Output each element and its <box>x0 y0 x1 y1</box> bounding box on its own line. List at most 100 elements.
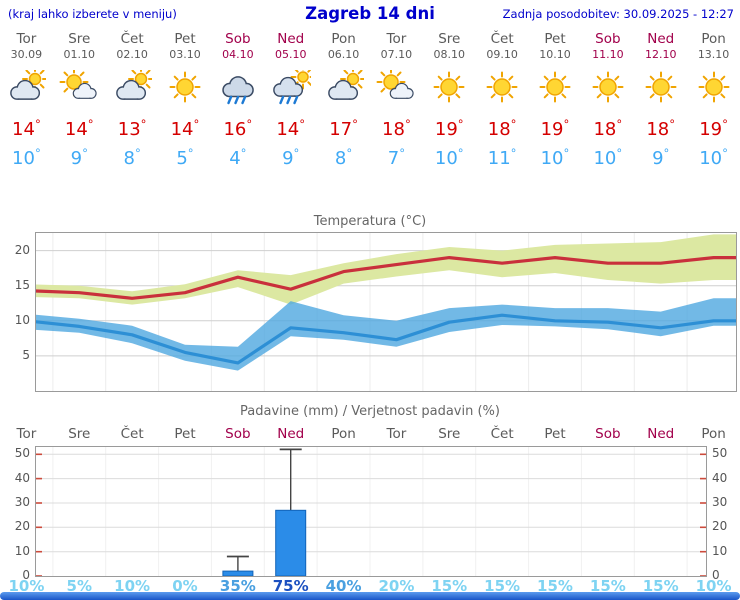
day-max-temp: 18° <box>382 117 411 140</box>
degree-symbol: ° <box>240 146 247 160</box>
forecast-day-column: Ned 05.10 14° 9° <box>264 31 317 169</box>
precipitation-probability: 0% <box>172 577 198 595</box>
forecast-day-column: Sre 01.10 14° 9° <box>53 31 106 169</box>
temp-y-axis-label: 5 <box>22 347 30 362</box>
temp-y-axis-label: 15 <box>14 277 30 292</box>
degree-symbol: ° <box>246 117 253 131</box>
precipitation-probability: 35% <box>219 577 256 595</box>
day-max-temp: 14° <box>64 117 94 140</box>
day-date: 02.10 <box>116 48 148 61</box>
day-name: Sre <box>438 31 461 47</box>
day-max-temp: 19° <box>540 117 570 140</box>
precipitation-chart-title: Padavine (mm) / Verjetnost padavin (%) <box>240 404 500 419</box>
degree-symbol: ° <box>722 117 728 131</box>
precip-y-axis-label-right: 40 <box>712 470 728 485</box>
day-date: 07.10 <box>380 48 413 61</box>
sun-icon <box>159 62 212 110</box>
day-date: 30.09 <box>10 48 43 61</box>
precipitation-probability: 15% <box>484 577 521 595</box>
bottom-scrollbar[interactable] <box>0 592 740 600</box>
degree-symbol: ° <box>346 146 353 160</box>
degree-symbol: ° <box>34 146 41 160</box>
precip-y-axis-label-left: 20 <box>14 519 30 534</box>
forecast-day-column: Čet 09.10 18° 11° <box>476 31 529 169</box>
precip-day-label: Pon <box>701 426 726 442</box>
page-header: (kraj lahko izberete v meniju) Zagreb 14… <box>0 4 740 26</box>
day-name: Ned <box>647 31 675 47</box>
day-name: Pet <box>174 31 196 47</box>
precipitation-day-labels: Tor Sre Čet Pet Sob Ned Pon Tor Sre Čet Pet Sob Ned P… <box>0 426 740 442</box>
day-min-temp: 4° <box>229 146 247 169</box>
precip-day-label: Pet <box>174 426 196 442</box>
forecast-day-column: Tor 30.09 14° 10° <box>0 31 53 169</box>
precip-y-axis-label-right: 50 <box>712 446 728 461</box>
day-min-temp: 7° <box>387 146 406 169</box>
precip-day-label: Sre <box>438 426 461 442</box>
day-min-temp: 5° <box>176 146 194 169</box>
temp-y-axis-label: 20 <box>14 242 30 257</box>
day-max-temp: 14° <box>276 117 306 140</box>
page-title: Zagreb 14 dni <box>305 4 435 23</box>
day-min-temp: 10° <box>540 146 570 169</box>
day-min-temp: 8° <box>123 146 141 169</box>
forecast-day-column: Pet 10.10 19° 10° <box>529 31 582 169</box>
degree-symbol: ° <box>293 146 300 160</box>
day-max-temp: 18° <box>646 117 676 140</box>
day-name: Tor <box>386 31 407 47</box>
degree-symbol: ° <box>563 117 570 131</box>
degree-symbol: ° <box>134 146 141 160</box>
rain-icon <box>211 62 264 110</box>
precip-y-axis-label-right: 10 <box>712 543 728 558</box>
sun-cloud-icon <box>370 62 423 110</box>
menu-hint: (kraj lahko izberete v meniju) <box>8 7 177 21</box>
day-max-temp: 19° <box>434 117 464 140</box>
degree-symbol: ° <box>510 146 517 160</box>
degree-symbol: ° <box>140 117 147 131</box>
precipitation-probability: 15% <box>431 577 468 595</box>
day-max-temp: 16° <box>223 117 253 140</box>
forecast-day-column: Tor 07.10 18° 7° <box>370 31 423 169</box>
cloud-sun-icon <box>0 62 53 110</box>
precip-day-label: Ned <box>647 426 675 442</box>
precip-y-axis-label-left: 10 <box>14 543 30 558</box>
precipitation-probability: 10% <box>114 577 151 595</box>
day-date: 08.10 <box>433 48 466 61</box>
temp-y-axis-label: 10 <box>14 312 30 327</box>
forecast-day-column: Pon 06.10 17° 8° <box>317 31 370 169</box>
degree-symbol: ° <box>193 117 200 131</box>
precip-day-label: Sob <box>595 426 621 442</box>
day-min-temp: 10° <box>434 146 464 169</box>
day-name: Tor <box>16 31 37 47</box>
forecast-day-column: Pet 03.10 14° 5° <box>159 31 212 169</box>
day-max-temp: 13° <box>117 117 147 140</box>
sun-cloud-icon <box>53 62 106 110</box>
forecast-day-column: Čet 02.10 13° 8° <box>106 31 159 169</box>
day-min-temp: 8° <box>334 146 353 169</box>
day-name: Čet <box>490 31 514 47</box>
degree-symbol: ° <box>404 117 411 131</box>
precipitation-plot-area <box>35 446 707 577</box>
day-max-temp: 18° <box>593 117 623 140</box>
precip-y-axis-label-right: 0 <box>712 568 720 582</box>
day-name: Sob <box>225 31 251 47</box>
sun-icon <box>634 62 687 110</box>
precipitation-probability-row: 10% 5% 10% 0% 35% 75% 40% 20% 15% 15% 15% 15% 15% 10% <box>0 578 740 594</box>
precipitation-probability: 10% <box>695 577 732 595</box>
precip-day-label: Čet <box>490 426 514 442</box>
precip-y-axis-label-left: 40 <box>14 470 30 485</box>
degree-symbol: ° <box>510 117 517 131</box>
degree-symbol: ° <box>399 146 406 160</box>
day-min-temp: 9° <box>70 146 88 169</box>
degree-symbol: ° <box>722 146 728 160</box>
precipitation-chart-svg <box>36 447 706 576</box>
precip-day-label: Čet <box>120 426 144 442</box>
precip-day-label: Ned <box>277 426 305 442</box>
sun-icon <box>687 62 740 110</box>
precip-y-axis-label-left: 0 <box>22 568 30 582</box>
degree-symbol: ° <box>616 146 623 160</box>
degree-symbol: ° <box>563 146 570 160</box>
degree-symbol: ° <box>299 117 306 131</box>
last-update: Zadnja posodobitev: 30.09.2025 - 12:27 <box>502 7 734 21</box>
degree-symbol: ° <box>663 146 670 160</box>
rain-sun-icon <box>264 62 317 110</box>
